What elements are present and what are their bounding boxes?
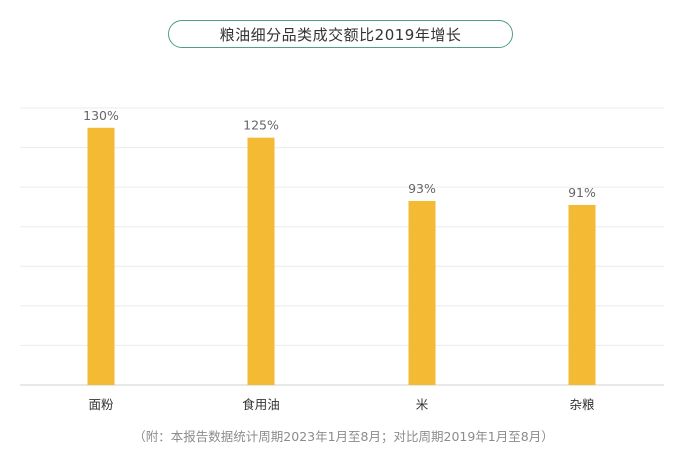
category-label: 面粉 bbox=[88, 397, 114, 412]
bar bbox=[247, 137, 275, 385]
bar-value-label: 130% bbox=[83, 108, 119, 123]
bar-value-label: 125% bbox=[243, 118, 279, 133]
category-label: 米 bbox=[416, 397, 429, 412]
bar bbox=[568, 204, 596, 385]
gridlines bbox=[20, 107, 664, 386]
bar-value-label: 91% bbox=[568, 185, 596, 200]
footnote: （附：本报告数据统计周期2023年1月至8月；对比周期2019年1月至8月） bbox=[133, 429, 554, 444]
category-label: 食用油 bbox=[242, 397, 280, 412]
bar bbox=[408, 200, 436, 385]
bar-value-label: 93% bbox=[408, 181, 436, 196]
category-label: 杂粮 bbox=[569, 397, 595, 412]
category-labels: 面粉 食用油 米 杂粮 bbox=[88, 397, 595, 412]
bar bbox=[87, 127, 115, 386]
value-labels: 130% 125% 93% 91% bbox=[83, 108, 596, 200]
bars bbox=[87, 127, 596, 386]
chart-title: 粮油细分品类成交额比2019年增长 bbox=[168, 20, 513, 48]
